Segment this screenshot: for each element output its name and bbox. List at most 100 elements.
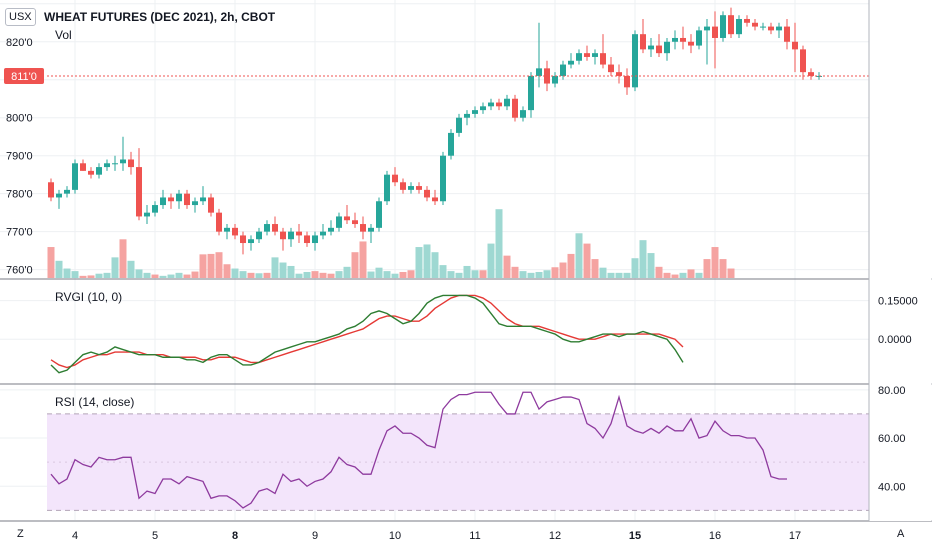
volume-bar (327, 273, 335, 278)
volume-bar (511, 266, 519, 278)
volume-bar (647, 253, 655, 278)
volume-bar (535, 271, 543, 278)
pane-separators (0, 0, 932, 522)
volume-bar (407, 270, 415, 278)
candle-body (632, 34, 638, 88)
volume-bar (543, 270, 551, 278)
volume-bar (727, 268, 735, 278)
candle-body (416, 186, 422, 190)
price-tick-label: 770'0 (6, 227, 33, 239)
volume-bar (319, 272, 327, 278)
candle-body (736, 18, 742, 35)
volume-bar (135, 269, 143, 278)
volume-bar (607, 272, 615, 278)
candle-body (704, 26, 710, 31)
volume-bar (95, 273, 103, 278)
candle-body (616, 72, 622, 76)
time-tick-label: 17 (789, 530, 801, 542)
candle-body (152, 205, 158, 213)
rvgi-tick-label: 0.0000 (878, 334, 912, 346)
rsi-tick-label: 80.00 (878, 385, 906, 397)
volume-bar (439, 265, 447, 278)
candle-body (640, 34, 646, 50)
rsi-band-fill (47, 413, 869, 511)
volume-bar (367, 271, 375, 278)
candle-body (584, 53, 590, 57)
price-tick-label: 790'0 (6, 151, 33, 163)
candle-body (392, 174, 398, 183)
candle-body (368, 227, 374, 232)
candle-body (360, 224, 366, 232)
volume-bar (503, 255, 511, 278)
currency-badge[interactable]: USX (5, 8, 36, 26)
volume-bar (663, 272, 671, 278)
volume-bar (183, 274, 191, 278)
volume-bars (47, 209, 735, 278)
volume-bar (559, 262, 567, 278)
price-axis-bg (869, 0, 932, 521)
volume-bar (111, 257, 119, 278)
candle-body (800, 49, 806, 73)
candle-body (488, 102, 494, 107)
time-tick-label: 11 (469, 530, 480, 542)
candle-body (784, 26, 790, 42)
volume-bar (175, 272, 183, 278)
candle-body (424, 189, 430, 198)
candle-body (536, 68, 542, 76)
candle-body (80, 163, 86, 171)
candle-body (264, 224, 270, 232)
volume-bar (479, 270, 487, 278)
volume-bar (391, 273, 399, 278)
volume-bar (463, 265, 471, 278)
time-tick-label: 10 (389, 530, 401, 542)
volume-bar (711, 247, 719, 278)
volume-bar (719, 259, 727, 278)
candle-body (624, 75, 630, 88)
volume-bar (551, 267, 559, 278)
candle-body (672, 37, 678, 42)
candlesticks[interactable] (48, 7, 822, 255)
rsi-label: RSI (14, close) (55, 395, 135, 409)
volume-bar (191, 271, 199, 278)
volume-bar (263, 272, 271, 278)
candle-body (280, 231, 286, 240)
rvgi-line (50, 294, 684, 369)
volume-bar (375, 267, 383, 278)
candle-body (96, 167, 102, 175)
price-tick-label: 800'0 (6, 113, 33, 125)
time-tick-label: 12 (549, 530, 561, 542)
volume-bar (79, 275, 87, 278)
auto-scale-button[interactable]: A (897, 528, 905, 540)
volume-bar (639, 240, 647, 278)
candle-body (144, 212, 150, 217)
candle-body (296, 231, 302, 236)
candle-body (448, 132, 454, 156)
candle-body (224, 227, 230, 232)
volume-bar (215, 252, 223, 278)
price-tick-label: 760'0 (6, 265, 33, 277)
candle-body (768, 26, 774, 31)
candle-body (680, 37, 686, 42)
time-tick-label: 16 (709, 530, 721, 542)
candle-body (552, 75, 558, 84)
zoom-button[interactable]: Z (17, 528, 24, 540)
volume-bar (615, 272, 623, 278)
volume-bar (303, 271, 311, 278)
volume-bar (671, 274, 679, 278)
volume-bar (495, 209, 503, 278)
volume-bar (591, 259, 599, 278)
volume-bar (271, 257, 279, 278)
candle-body (456, 117, 462, 133)
candle-body (744, 18, 750, 23)
time-tick-label: 4 (72, 530, 78, 542)
candle-body (160, 197, 166, 206)
candle-body (592, 53, 598, 57)
candle-body (256, 231, 262, 240)
candle-body (664, 41, 670, 54)
candle-body (184, 193, 190, 206)
rsi-band (47, 413, 869, 511)
rvgi-tick-label: 0.15000 (878, 296, 918, 308)
volume-bar (431, 252, 439, 278)
rsi-tick-label: 60.00 (878, 433, 906, 445)
